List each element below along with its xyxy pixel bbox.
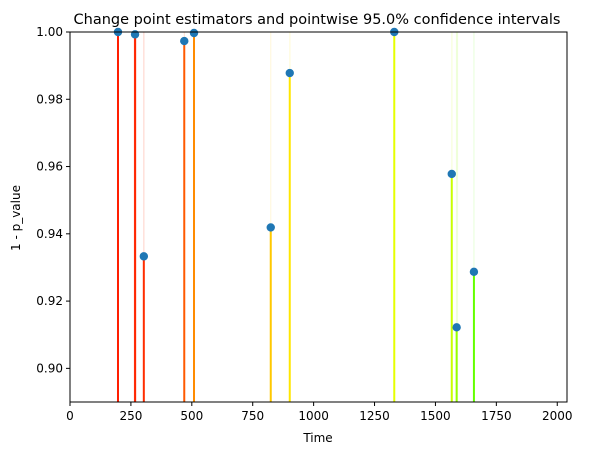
confidence-intervals	[117, 32, 475, 402]
change-point-stems	[116, 32, 475, 402]
x-tick-label: 2000	[542, 409, 573, 423]
x-tick-label: 250	[119, 409, 142, 423]
change-point-marker-4	[180, 36, 189, 46]
confidence-interval-band-6	[270, 32, 272, 402]
plot-frame	[69, 31, 568, 403]
x-tick-label: 1500	[420, 409, 451, 423]
x-tick-label: 750	[241, 409, 264, 423]
change-point-marker-3	[139, 252, 149, 261]
confidence-interval-band-3	[143, 32, 145, 402]
y-tick-label: 0.92	[36, 294, 63, 308]
y-tick-label: 0.94	[36, 227, 63, 241]
x-tick-label: 1250	[359, 409, 390, 423]
x-tick-label: 0	[66, 409, 74, 423]
x-tick-label: 1000	[298, 409, 329, 423]
change-point-marker-9	[447, 169, 456, 179]
confidence-interval-band-11	[473, 32, 475, 402]
change-point-marker-6	[266, 223, 275, 232]
y-tick-label: 0.96	[36, 160, 63, 174]
change-point-marker-2	[130, 30, 140, 39]
change-point-marker-11	[469, 267, 479, 277]
change-point-marker-7	[285, 68, 294, 78]
chart-title-group: Change point estimators and pointwise 95…	[74, 12, 561, 28]
change-point-marker-5	[189, 28, 199, 38]
axes: 0 250 500 750 1000 1250 1500 1750 2000 0.90 0.92 0.…	[36, 25, 572, 423]
y-axis-label: 1 - p_value	[9, 185, 23, 251]
x-tick-label: 1750	[481, 409, 512, 423]
y-tick-label: 0.98	[36, 92, 63, 106]
x-tick-label: 500	[180, 409, 203, 423]
change-point-marker-10	[452, 323, 461, 332]
y-tick-label: 0.90	[36, 361, 63, 375]
chart-title: Change point estimators and pointwise 95…	[74, 12, 561, 28]
change-point-markers	[113, 27, 479, 332]
x-axis-label: Time	[302, 431, 332, 445]
y-tick-label: 1.00	[36, 25, 63, 39]
confidence-interval-band-10	[455, 32, 459, 402]
